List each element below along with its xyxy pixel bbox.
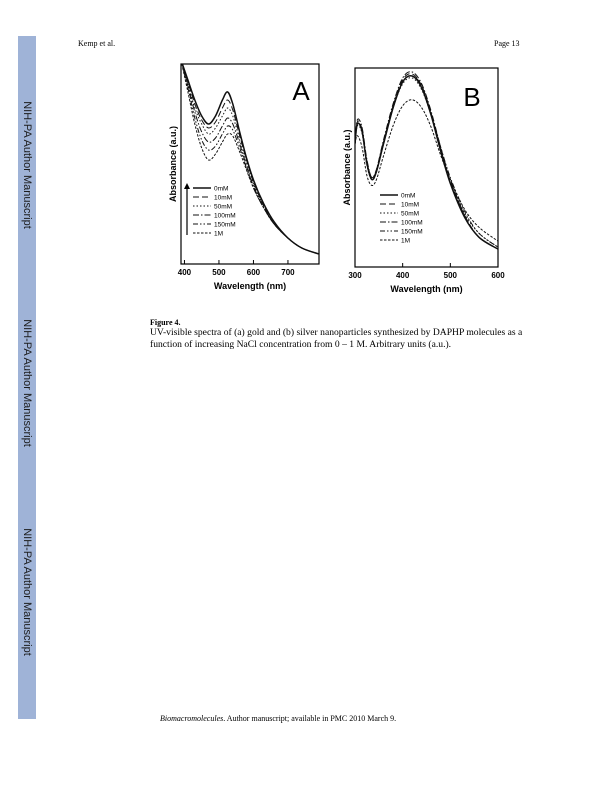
legend-label: 10mM [214, 195, 232, 202]
y-axis-label: Absorbance (a.u.) [342, 129, 352, 205]
legend-label: 150mM [401, 229, 423, 236]
figure-panel-a: 400 500 600 700 Wavelength (nm) Absorbance (a… [155, 58, 331, 306]
legend-label: 100mM [214, 213, 236, 220]
series-line-50mm [181, 64, 319, 255]
legend-label: 100mM [401, 220, 423, 227]
x-tick-label: 300 [348, 271, 362, 280]
x-tick-label: 600 [247, 268, 261, 277]
footer-journal: Biomacromolecules [160, 714, 224, 723]
chart-b-svg: 300 400 500 600 Wavelength (nm) Absorbance (a… [342, 67, 505, 294]
panel-label: B [463, 82, 480, 112]
series-line-100mm [181, 64, 319, 255]
x-tick-label: 700 [281, 268, 295, 277]
legend-arrow-head [184, 183, 190, 189]
figure-caption-title: Figure 4. [150, 318, 181, 327]
x-axis-label: Wavelength (nm) [214, 281, 286, 291]
header-page-number: Page 13 [494, 39, 520, 48]
legend-label: 150mM [214, 222, 236, 229]
series-line-50mm [355, 77, 498, 248]
legend-label: 50mM [401, 211, 419, 218]
x-tick-label: 400 [178, 268, 192, 277]
series-line-1m [181, 64, 319, 255]
legend-label: 50mM [214, 204, 232, 211]
plot-frame [354, 67, 499, 268]
plot-frame [180, 63, 320, 265]
legend-label: 1M [214, 231, 223, 238]
chart-a-svg: 400 500 600 700 Wavelength (nm) Absorbance (a… [168, 63, 320, 291]
legend-label: 0mM [214, 186, 228, 193]
header-authors: Kemp et al. [78, 39, 116, 48]
series-line-1m [355, 99, 498, 242]
page-footer: Biomacromolecules. Author manuscript; av… [160, 714, 396, 723]
x-axis-label: Wavelength (nm) [390, 284, 462, 294]
y-axis-label: Absorbance (a.u.) [168, 126, 178, 202]
x-tick-label: 400 [396, 271, 410, 280]
x-tick-label: 500 [444, 271, 458, 280]
figure-caption-text: UV-visible spectra of (a) gold and (b) s… [150, 327, 523, 350]
series-line-150mm [181, 64, 319, 255]
footer-availability: . Author manuscript; available in PMC 20… [223, 714, 397, 723]
x-tick-label: 500 [212, 268, 226, 277]
figure-panel-b: 300 400 500 600 Wavelength (nm) Absorbance (a… [332, 62, 512, 306]
nih-sidebar-band [18, 36, 36, 719]
legend-label: 10mM [401, 202, 419, 209]
series-line-0mm [181, 64, 319, 255]
x-tick-label: 600 [491, 271, 505, 280]
legend-label: 1M [401, 238, 410, 245]
panel-label: A [292, 76, 310, 106]
legend-label: 0mM [401, 193, 415, 200]
